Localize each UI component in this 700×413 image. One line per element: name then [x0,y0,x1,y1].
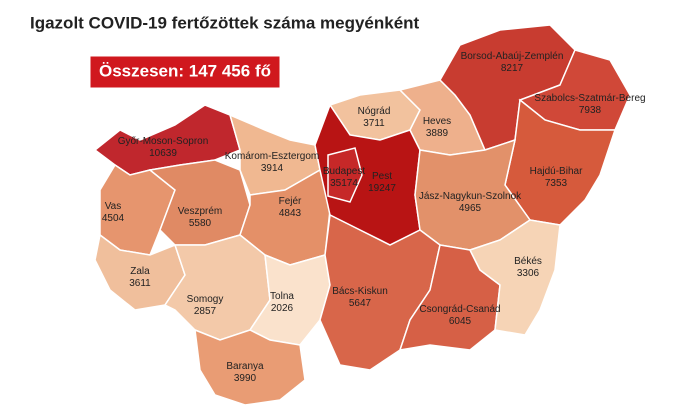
region-name: Vas [105,201,122,212]
region-value: 6045 [449,316,472,327]
region-value: 2857 [194,306,217,317]
region-name: Borsod-Abaúj-Zemplén [461,51,564,62]
region-value: 3914 [261,163,284,174]
region-name: Nógrád [358,106,391,117]
regions [93,24,631,406]
region-value: 3611 [129,278,151,289]
region-name: Tolna [270,291,294,302]
region-value: 19247 [368,183,396,194]
region-name: Heves [423,116,451,127]
region-name: Jász-Nagykun-Szolnok [419,191,522,202]
region-name: Baranya [226,361,264,372]
region-value: 35174 [330,178,358,189]
region-value: 7938 [579,105,602,116]
region-name: Fejér [279,196,302,207]
region-name: Békés [514,256,542,267]
region-value: 7353 [545,178,568,189]
region-name: Pest [372,171,392,182]
region [468,219,561,336]
region-value: 3306 [517,268,540,279]
region-name: Budapest [323,166,365,177]
region-value: 4843 [279,208,302,219]
region-value: 8217 [501,63,524,74]
total-label: Összesen: 147 456 fő [99,61,271,80]
region-name: Szabolcs-Szatmár-Bereg [534,93,645,104]
region [194,328,306,406]
region-value: 5647 [349,298,372,309]
region [248,253,331,346]
region-name: Komárom-Esztergom [225,151,319,162]
region-value: 3711 [363,118,385,129]
region-name: Somogy [187,294,224,305]
region-name: Veszprém [178,206,222,217]
region-value: 5580 [189,218,212,229]
region-name: Csongrád-Csanád [419,304,500,315]
region-value: 4504 [102,213,125,224]
region-name: Győr-Moson-Sopron [118,136,209,147]
region-value: 4965 [459,203,482,214]
region-name: Hajdú-Bihar [530,166,583,177]
total-box [89,55,281,89]
region-name: Bács-Kiskun [332,286,388,297]
region-name: Zala [130,266,150,277]
region-value: 2026 [271,303,294,314]
region [99,163,176,256]
region-value: 3990 [234,373,257,384]
region-value: 3889 [426,128,449,139]
map-title: Igazolt COVID-19 fertőzöttek száma megyé… [30,13,420,32]
region-value: 10639 [149,148,177,159]
region [327,147,363,203]
